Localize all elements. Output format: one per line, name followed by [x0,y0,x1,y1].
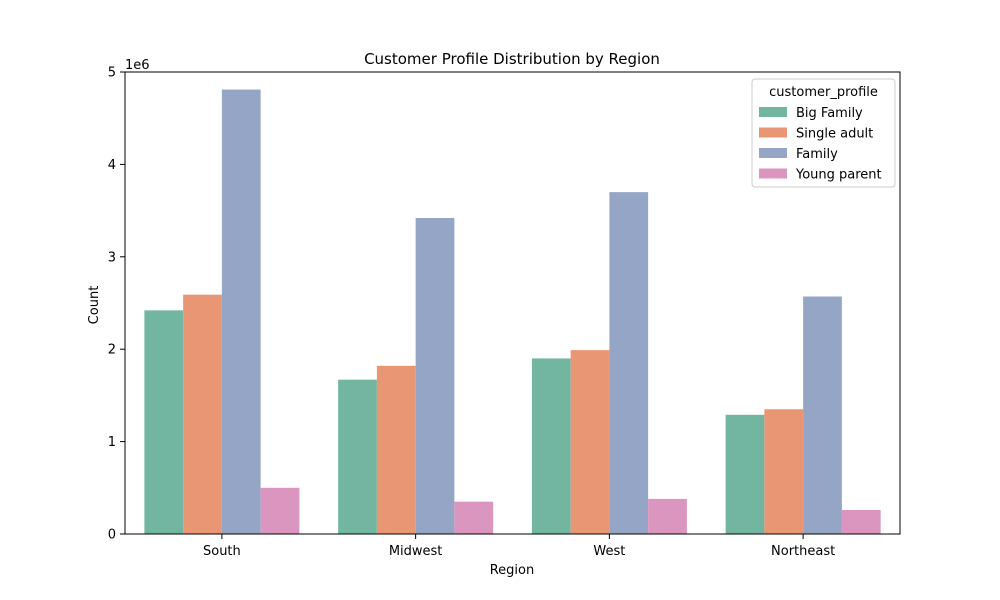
x-tick-label-midwest: Midwest [389,544,443,559]
legend-label-young-parent: Young parent [795,168,882,183]
bar-big-family-northeast [725,414,765,534]
bar-big-family-midwest [338,379,377,534]
y-tick-label: 3 [108,250,116,265]
bar-family-midwest [415,217,455,535]
y-axis-scale-label: 1e6 [125,58,150,73]
plot-frame [124,71,901,535]
legend-swatch-big-family [759,107,787,117]
legend-title: customer_profile [769,85,878,100]
legend-box [751,78,896,188]
legend-swatch-family [759,148,787,158]
legend-label-family: Family [796,147,838,162]
x-tick-label-south: South [203,544,241,559]
legend: customer_profile Big Family Single adult Fa… [751,78,896,188]
legend-swatch-young-parent [759,168,787,179]
bar-big-family-south [144,310,184,534]
y-tick-label: 1 [108,435,116,450]
bar-family-west [609,192,649,534]
bar-family-northeast [803,296,842,534]
bar-big-family-west [531,358,571,534]
bar-young-parent-midwest [454,501,494,534]
bar-single-adult-west [570,350,610,534]
y-axis-title: Count [87,286,102,325]
bar-young-parent-south [260,487,300,534]
bar-single-adult-northeast [764,409,804,534]
legend-swatch-single-adult [759,127,787,138]
chart-title: Customer Profile Distribution by Region [364,50,660,68]
bar-young-parent-northeast [841,509,881,534]
axes-group: 0 1 2 3 4 5 South Midwest West Northeast [108,66,901,559]
bar-single-adult-south [183,294,222,534]
x-tick-label-west: West [593,544,625,559]
bar-family-south [221,89,261,534]
y-tick-label: 2 [108,343,116,358]
y-tick-label: 5 [108,66,116,81]
legend-label-single-adult: Single adult [796,127,873,142]
y-tick-label: 0 [108,528,116,543]
x-axis-title: Region [490,563,535,578]
legend-label-big-family: Big Family [796,106,863,121]
y-tick-label: 4 [108,158,116,173]
bars-group [144,89,881,535]
bar-young-parent-west [648,498,687,534]
bar-single-adult-midwest [376,365,416,534]
x-tick-label-northeast: Northeast [771,544,835,559]
